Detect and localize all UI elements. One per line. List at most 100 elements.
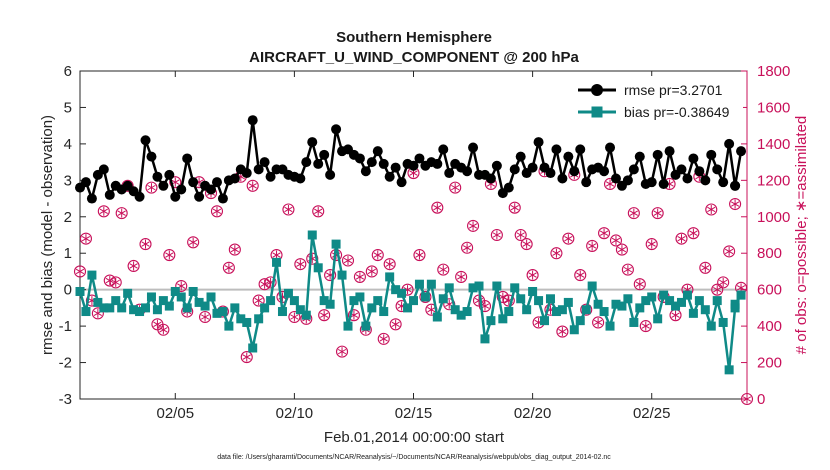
- obs-count-point: [490, 228, 503, 242]
- obs-count-circle: [508, 201, 521, 214]
- y2-tick-label: 1400: [757, 136, 790, 153]
- bias-point: [522, 305, 532, 315]
- obs-count-point: [335, 345, 349, 358]
- obs-count-circle: [627, 207, 640, 220]
- obs-count-point: [371, 248, 384, 262]
- obs-count-asterisk-stroke: [468, 223, 478, 229]
- bias-point: [659, 290, 669, 300]
- rmse-point: [646, 177, 657, 188]
- obs-count-point: [383, 258, 396, 271]
- obs-count-point: [621, 263, 634, 276]
- obs-count-asterisk-stroke: [141, 241, 150, 247]
- obs-count-point: [103, 274, 116, 287]
- obs-count-asterisk-stroke: [409, 170, 418, 176]
- y-tick-label: 4: [64, 136, 72, 153]
- bias-point: [325, 299, 335, 309]
- obs-count-circle: [294, 258, 307, 271]
- obs-count-circle: [687, 227, 700, 240]
- bias-point: [587, 281, 597, 291]
- obs-count-asterisk-stroke: [367, 268, 376, 275]
- obs-count-point: [729, 197, 742, 211]
- obs-count-asterisk-stroke: [516, 232, 525, 238]
- obs-count-point: [609, 234, 623, 247]
- obs-count-asterisk-stroke: [337, 348, 347, 355]
- bias-point: [438, 294, 448, 304]
- bias-point: [403, 303, 413, 313]
- rmse-point: [563, 151, 574, 162]
- obs-count-asterisk-stroke: [75, 268, 85, 275]
- obs-count-asterisk-stroke: [427, 307, 436, 313]
- bias-point: [551, 307, 561, 317]
- obs-count-asterisk-stroke: [272, 252, 281, 258]
- chart-subtitle: AIRCRAFT_U_WIND_COMPONENT @ 200 hPa: [249, 49, 579, 66]
- rmse-point: [682, 173, 693, 184]
- obs-count-circle: [157, 323, 170, 336]
- obs-count-circle: [419, 290, 432, 304]
- rmse-point: [664, 146, 675, 157]
- rmse-point: [694, 166, 705, 177]
- obs-count-point: [401, 283, 414, 296]
- obs-count-circle: [383, 258, 396, 271]
- obs-count-circle: [478, 300, 492, 313]
- obs-count-circle: [645, 238, 658, 251]
- bias-point: [450, 305, 460, 315]
- obs-count-point: [282, 203, 295, 216]
- bias-point: [176, 292, 186, 302]
- obs-count-asterisk-stroke: [189, 239, 198, 245]
- bias-point: [331, 239, 341, 249]
- bias-point: [111, 296, 121, 306]
- bias-point: [414, 279, 424, 289]
- bias-point: [617, 301, 627, 311]
- obs-count-asterisk-stroke: [611, 237, 621, 244]
- bias-point: [480, 334, 490, 344]
- obs-count-point: [175, 279, 188, 293]
- obs-count-asterisk-stroke: [290, 314, 299, 320]
- obs-count-point: [431, 201, 444, 214]
- obs-count-circle: [413, 248, 426, 262]
- obs-count-asterisk-stroke: [641, 323, 650, 329]
- y-tick-label: -3: [59, 391, 72, 408]
- bias-point: [510, 283, 520, 293]
- obs-count-point: [115, 207, 128, 220]
- obs-count-asterisk-stroke: [260, 281, 269, 287]
- bias-point: [194, 297, 204, 307]
- obs-count-point: [461, 241, 474, 254]
- bias-point: [486, 316, 496, 326]
- y2-tick-label: 1000: [757, 209, 790, 226]
- obs-count-point: [717, 276, 730, 289]
- obs-count-circle: [288, 310, 301, 324]
- bias-point: [343, 321, 353, 331]
- obs-count-circle: [490, 228, 503, 242]
- obs-count-point: [139, 238, 152, 251]
- rmse-point: [581, 177, 592, 188]
- y-tick-label: 2: [64, 209, 72, 226]
- obs-count-circle: [520, 238, 533, 251]
- bias-point: [230, 303, 240, 313]
- obs-count-asterisk-stroke: [593, 319, 603, 326]
- obs-count-point: [687, 227, 700, 240]
- bias-point: [266, 296, 276, 306]
- rmse-point: [634, 151, 645, 162]
- obs-count-point: [740, 392, 754, 406]
- obs-count-point: [437, 263, 450, 276]
- bias-point: [700, 305, 710, 315]
- y-tick-label: 3: [64, 172, 72, 189]
- legend-bias-label: bias pr=-0.38649: [624, 104, 730, 120]
- obs-count-circle: [615, 243, 628, 256]
- bias-point: [498, 314, 508, 324]
- obs-count-asterisk-stroke: [456, 274, 466, 280]
- bias-point: [462, 307, 472, 317]
- rmse-point: [140, 135, 151, 146]
- bias-point: [283, 288, 293, 298]
- obs-count-asterisk-stroke: [564, 235, 573, 242]
- rmse-point: [676, 164, 687, 175]
- bias-point: [492, 281, 502, 291]
- y2-tick-label: 600: [757, 282, 782, 299]
- rmse-point: [331, 124, 342, 135]
- bias-point: [385, 272, 395, 282]
- obs-count-asterisk-stroke: [373, 252, 382, 258]
- y-tick-label: 0: [64, 282, 72, 299]
- bias-point: [444, 283, 454, 293]
- y-axis-label: rmse and bias (model - observation): [39, 115, 56, 355]
- rmse-point: [259, 157, 270, 168]
